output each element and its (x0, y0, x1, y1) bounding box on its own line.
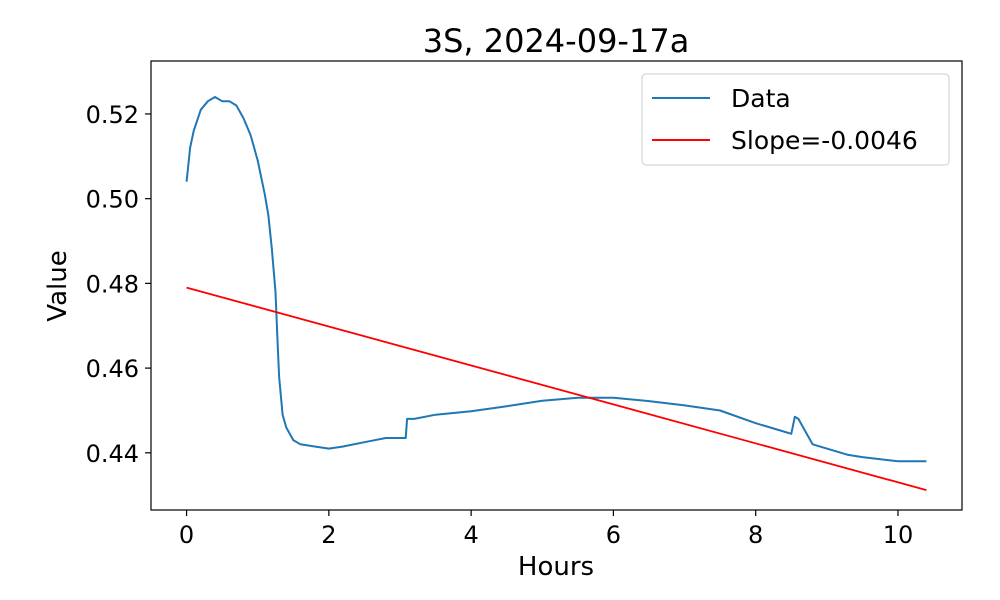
plot-frame (150, 60, 963, 511)
y-tick-label: 0.50 (86, 186, 139, 214)
x-axis: 0 2 4 6 8 10 (179, 510, 913, 549)
y-tick-label: 0.44 (86, 440, 139, 468)
x-tick-label: 0 (179, 521, 194, 549)
y-tick-label: 0.52 (86, 101, 139, 129)
x-tick-label: 6 (606, 521, 621, 549)
legend-label: Slope=-0.0046 (731, 126, 918, 155)
x-axis-label: Hours (518, 552, 594, 582)
legend-box (641, 73, 950, 166)
y-tick-label: 0.46 (86, 355, 139, 383)
x-tick-label: 4 (463, 521, 478, 549)
legend: Data Slope=-0.0046 (641, 73, 950, 166)
x-tick-label: 8 (748, 521, 763, 549)
slope-fit-line (186, 286, 927, 491)
chart-title: 3S, 2024-09-17a (423, 22, 690, 60)
y-tick-label: 0.48 (86, 270, 139, 298)
x-tick-label: 10 (883, 521, 914, 549)
y-axis: 0.44 0.46 0.48 0.50 0.52 (86, 101, 151, 468)
legend-label: Data (731, 84, 791, 113)
x-tick-label: 2 (321, 521, 336, 549)
series-layer (185, 96, 927, 491)
y-axis-label: Value (43, 250, 73, 321)
data-series-line (185, 96, 927, 463)
